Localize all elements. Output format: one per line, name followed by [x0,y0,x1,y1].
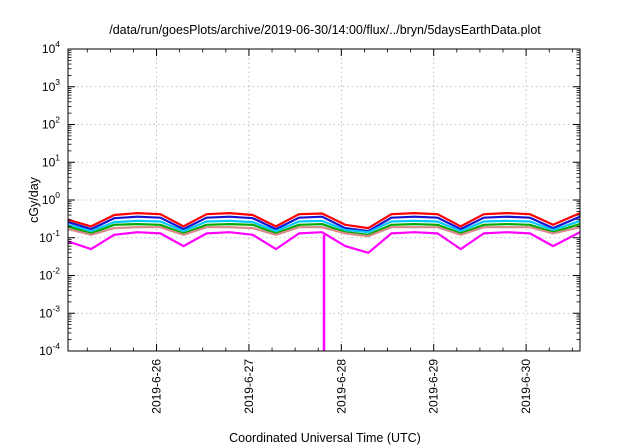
y-tick-label: 103 [42,77,60,94]
x-tick-label: 2019-6-27 [242,359,256,414]
x-tick-label: 2019-6-26 [150,359,164,414]
series-line-4 [67,223,581,236]
x-axis-label: Coordinated Universal Time (UTC) [229,431,421,445]
x-tick-label: 2019-6-30 [519,359,533,414]
y-tick-label: 10-1 [39,228,60,245]
tick-layer [68,48,580,352]
x-tick-labels: 2019-6-26 2019-6-27 2019-6-28 2019-6-29 2019… [150,359,534,414]
chart-title: /data/run/goesPlots/archive/2019-06-30/1… [109,23,541,37]
grid-layer [68,49,580,351]
x-tick-label: 2019-6-28 [334,359,348,414]
series-line-5 [67,226,581,238]
series-line-2 [67,215,581,233]
y-tick-label: 10-3 [39,303,60,320]
y-tick-label: 10-4 [39,341,60,358]
series-line-6 [67,231,581,254]
series-line-3 [67,219,581,234]
series-layer [67,212,581,351]
y-tick-label: 10-2 [39,266,60,283]
x-tick-label: 2019-6-29 [427,359,441,414]
y-tick-label: 104 [42,39,60,56]
series-line-1 [67,212,581,230]
y-tick-label: 102 [42,115,60,132]
y-tick-label: 100 [42,190,60,207]
y-axis-label: cGy/day [27,176,41,223]
y-tick-label: 101 [42,152,60,169]
y-tick-labels: 10-4 10-3 10-2 10-1 100 101 102 103 104 [39,39,60,358]
